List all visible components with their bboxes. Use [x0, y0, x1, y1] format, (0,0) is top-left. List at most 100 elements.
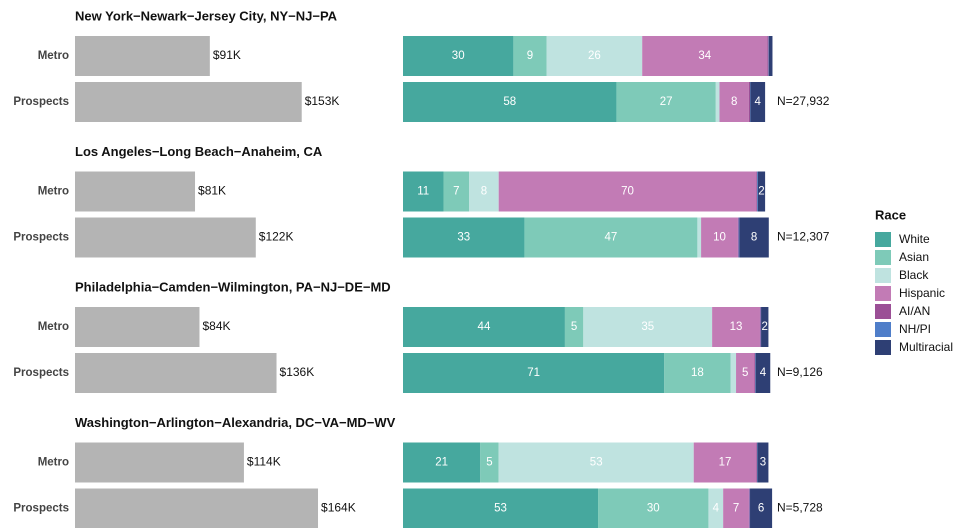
share-segment: [715, 82, 720, 122]
share-segment: [756, 171, 758, 212]
share-label: 58: [503, 96, 516, 108]
share-label: 2: [758, 186, 764, 198]
share-segment: [708, 488, 724, 528]
share-label: 7: [733, 503, 739, 515]
share-segment: [750, 82, 766, 122]
share-label: 3: [760, 457, 766, 469]
income-label: $84K: [202, 319, 230, 333]
share-segment: [754, 353, 756, 393]
income-bar: [75, 307, 200, 347]
row-label: Prospects: [13, 96, 69, 108]
share-segment: [701, 217, 738, 258]
panel-title: New York−Newark−Jersey City, NY−NJ−PA: [75, 8, 338, 23]
share-segment: [748, 488, 750, 528]
n-label: N=9,126: [777, 365, 823, 379]
row-label: Metro: [38, 321, 69, 333]
share-segment: [697, 217, 702, 258]
panel-title: Washington−Arlington−Alexandria, DC−VA−M…: [75, 415, 396, 430]
share-segment: [469, 171, 499, 212]
share-segment: [524, 217, 698, 258]
share-segment: [443, 171, 470, 212]
share-segment: [498, 171, 757, 212]
share-label: 21: [435, 457, 448, 469]
share-segment: [403, 353, 665, 393]
share-segment: [403, 442, 481, 483]
share-segment: [403, 171, 444, 212]
share-segment: [498, 442, 694, 483]
share-segment: [737, 217, 739, 258]
income-label: $114K: [247, 455, 281, 469]
income-label: $164K: [321, 501, 356, 515]
share-segment: [642, 36, 768, 76]
income-bar: [75, 488, 319, 528]
share-label: 53: [494, 503, 507, 515]
share-label: 4: [755, 96, 762, 108]
share-label: 34: [698, 50, 711, 62]
share-segment: [736, 353, 755, 393]
share-segment: [583, 307, 713, 347]
share-label: 18: [691, 367, 704, 379]
share-segment: [403, 307, 565, 347]
row-label: Prospects: [13, 503, 69, 515]
share-segment: [546, 36, 643, 76]
share-segment: [719, 82, 749, 122]
share-segment: [723, 488, 749, 528]
share-segment: [403, 36, 514, 76]
share-segment: [738, 217, 740, 258]
share-label: 27: [660, 96, 673, 108]
legend-label: Black: [899, 268, 929, 282]
share-label: 9: [527, 50, 533, 62]
row-label: Metro: [38, 50, 69, 62]
income-label: $81K: [198, 184, 226, 198]
row-label: Prospects: [13, 367, 69, 379]
share-label: 2: [762, 321, 768, 333]
income-label: $153K: [305, 94, 340, 108]
legend-swatch: [875, 268, 891, 283]
share-label: 53: [590, 457, 603, 469]
share-segment: [664, 353, 731, 393]
legend-label: AI/AN: [899, 304, 930, 318]
share-segment: [750, 488, 773, 528]
share-label: 7: [453, 186, 459, 198]
share-segment: [513, 36, 547, 76]
share-label: 47: [605, 232, 618, 244]
share-label: 11: [417, 186, 429, 198]
share-segment: [761, 307, 769, 347]
panel-title: Philadelphia−Camden−Wilmington, PA−NJ−DE…: [75, 279, 391, 294]
row-label: Prospects: [13, 232, 69, 244]
share-segment: [598, 488, 709, 528]
share-label: 5: [571, 321, 577, 333]
share-label: 35: [641, 321, 654, 333]
income-label: $122K: [259, 230, 294, 244]
legend-swatch: [875, 304, 891, 319]
legend-label: White: [899, 232, 930, 246]
share-segment: [756, 442, 758, 483]
share-segment: [767, 36, 769, 76]
share-segment: [616, 82, 716, 122]
income-bar: [75, 36, 210, 76]
share-segment: [403, 82, 617, 122]
share-label: 71: [527, 367, 540, 379]
share-segment: [480, 442, 499, 483]
share-label: 4: [713, 503, 720, 515]
row-label: Metro: [38, 186, 69, 198]
legend-label: NH/PI: [899, 322, 931, 336]
share-label: 10: [713, 232, 726, 244]
share-label: 8: [481, 186, 487, 198]
share-segment: [693, 442, 757, 483]
income-bar: [75, 82, 302, 122]
n-label: N=12,307: [777, 230, 830, 244]
share-label: 30: [452, 50, 465, 62]
income-bar: [75, 442, 244, 483]
share-label: 6: [758, 503, 764, 515]
share-segment: [564, 307, 584, 347]
share-label: 5: [742, 367, 748, 379]
legend-title: Race: [875, 207, 906, 222]
legend-swatch: [875, 232, 891, 247]
legend-label: Asian: [899, 250, 929, 264]
legend-swatch: [875, 322, 891, 337]
share-segment: [403, 488, 599, 528]
share-segment: [757, 171, 758, 212]
income-label: $91K: [213, 48, 241, 62]
